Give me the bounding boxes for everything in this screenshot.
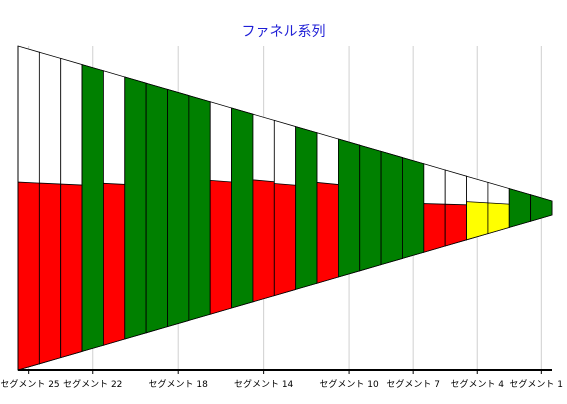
funnel-segments xyxy=(17,45,553,371)
tick-label: セグメント 22 xyxy=(63,378,122,390)
funnel-segment-fill xyxy=(252,179,275,303)
funnel-segment-fill xyxy=(273,183,297,297)
funnel-segment-fill xyxy=(487,202,510,235)
funnel-segment-fill xyxy=(402,157,425,259)
funnel-segment-fill xyxy=(231,107,254,309)
funnel-segment-fill xyxy=(60,183,83,359)
funnel-segment-fill xyxy=(38,182,62,365)
funnel-segment-fill xyxy=(380,150,403,266)
funnel-segment-fill xyxy=(316,181,339,284)
tick-label: セグメント 14 xyxy=(234,378,294,390)
tick-label: セグメント 10 xyxy=(319,378,379,390)
x-axis xyxy=(17,46,552,371)
tick-label: セグメント 4 xyxy=(450,378,504,390)
funnel-segment-fill xyxy=(103,182,126,346)
funnel-segment-fill xyxy=(124,76,147,340)
funnel-segment-fill xyxy=(423,203,446,253)
tick-label: セグメント 18 xyxy=(149,378,209,390)
funnel-segment-fill xyxy=(167,88,190,328)
funnel-segment-fill xyxy=(508,188,532,228)
tick-label: セグメント 25 xyxy=(0,378,59,390)
funnel-segment-fill xyxy=(359,144,382,272)
funnel-segment-fill xyxy=(444,203,467,247)
funnel-segment-fill xyxy=(530,194,553,222)
funnel-segment-fill xyxy=(337,138,361,278)
tick-label: セグメント 7 xyxy=(386,378,440,390)
funnel-segment-fill xyxy=(81,64,104,352)
funnel-segment-fill xyxy=(188,95,211,321)
chart-title: ファネル系列 xyxy=(241,24,326,40)
tick-label: セグメント 1 xyxy=(509,378,563,390)
funnel-segment-fill xyxy=(209,179,233,315)
funnel-segment-fill xyxy=(17,181,40,371)
funnel-segment-fill xyxy=(466,201,489,241)
funnel-segment-fill xyxy=(295,126,318,290)
tick-labels: セグメント 25 セグメント 22 セグメント 18 セグメント 14 セグメント 10… xyxy=(0,370,563,390)
funnel-segment-fill xyxy=(145,82,168,334)
